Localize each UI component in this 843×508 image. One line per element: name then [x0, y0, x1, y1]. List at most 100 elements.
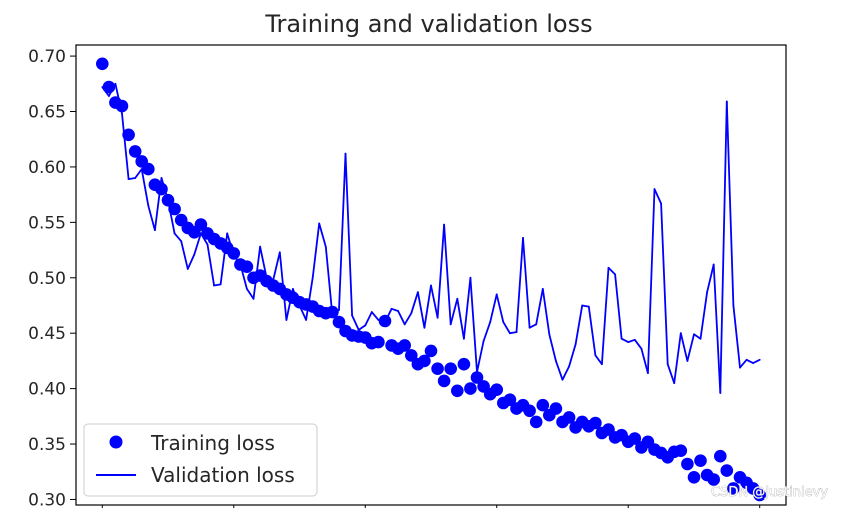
- chart-title: Training and validation loss: [264, 10, 592, 38]
- validation-loss-series: [101, 82, 761, 394]
- validation-loss-segment: [410, 291, 419, 315]
- validation-loss-segment: [627, 338, 636, 344]
- validation-loss-segment: [647, 188, 656, 375]
- validation-loss-segment: [390, 307, 400, 312]
- validation-loss-segment: [653, 188, 662, 205]
- validation-loss-segment: [633, 338, 643, 350]
- training-loss-point: [405, 349, 418, 362]
- training-loss-point: [714, 449, 727, 463]
- validation-loss-segment: [732, 304, 741, 369]
- training-loss-point: [451, 384, 464, 398]
- validation-loss-segment: [351, 314, 360, 331]
- training-loss-point: [681, 457, 694, 471]
- validation-loss-segment: [469, 276, 478, 373]
- training-loss-point: [444, 362, 458, 376]
- validation-loss-segment: [324, 245, 334, 317]
- validation-loss-segment: [673, 332, 682, 385]
- validation-loss-segment: [541, 287, 551, 336]
- validation-loss-segment: [180, 240, 189, 270]
- y-tick-label: 0.50: [28, 269, 66, 289]
- validation-loss-segment: [614, 273, 623, 340]
- validation-loss-segment: [508, 331, 518, 335]
- y-tick-label: 0.60: [28, 158, 66, 178]
- validation-loss-segment: [140, 168, 150, 207]
- y-tick-label: 0.30: [28, 490, 66, 508]
- validation-loss-segment: [725, 100, 735, 307]
- validation-loss-segment: [594, 354, 603, 366]
- validation-loss-segment: [364, 311, 373, 327]
- validation-loss-segment: [206, 243, 216, 287]
- validation-loss-segment: [127, 177, 137, 181]
- validation-loss-segment: [423, 284, 432, 329]
- legend: Training loss Validation loss: [83, 423, 318, 497]
- training-loss-point: [418, 354, 431, 368]
- validation-loss-segment: [311, 222, 321, 279]
- training-loss-point: [194, 218, 208, 231]
- training-loss-point: [128, 145, 142, 158]
- training-loss-point: [707, 473, 720, 486]
- training-loss-point: [161, 193, 175, 207]
- validation-loss-segment: [679, 332, 689, 362]
- validation-loss-segment: [561, 365, 570, 381]
- training-loss-point: [457, 357, 471, 371]
- y-tick-label: 0.40: [28, 380, 66, 400]
- validation-loss-segment: [581, 304, 590, 308]
- validation-loss-segment: [699, 291, 708, 340]
- training-loss-point: [529, 415, 543, 429]
- training-loss-point: [490, 383, 504, 397]
- validation-loss-segment: [620, 337, 630, 344]
- validation-loss-segment: [522, 236, 531, 329]
- training-loss-point: [102, 80, 116, 94]
- y-tick-label: 0.55: [28, 213, 66, 233]
- training-loss-point: [536, 398, 550, 412]
- training-loss-point: [168, 202, 181, 216]
- legend-validation-label: Validation loss: [151, 463, 295, 487]
- validation-loss-segment: [456, 297, 465, 340]
- validation-loss-segment: [436, 223, 446, 319]
- legend-training-marker: [109, 435, 123, 449]
- validation-loss-segment: [587, 305, 597, 357]
- training-loss-point: [687, 471, 701, 484]
- validation-loss-segment: [416, 291, 426, 329]
- validation-loss-segment: [706, 263, 715, 294]
- training-loss-point: [589, 416, 602, 430]
- training-loss-point: [753, 488, 766, 502]
- validation-loss-segment: [449, 297, 459, 326]
- validation-loss-segment: [666, 363, 676, 385]
- validation-loss-segment: [134, 168, 143, 179]
- validation-loss-segment: [430, 284, 439, 319]
- validation-loss-segment: [318, 222, 327, 248]
- y-tick-label: 0.65: [28, 103, 66, 123]
- validation-loss-segment: [443, 223, 452, 326]
- validation-loss-segment: [338, 152, 347, 311]
- validation-loss-segment: [574, 304, 584, 346]
- training-loss-point: [437, 374, 451, 388]
- axis-ticks: 0.30 0.35 0.40 0.45 0.50 0.55 0.60 0.65 0.70: [28, 47, 761, 508]
- validation-loss-segment: [745, 358, 754, 365]
- validation-loss-segment: [245, 287, 255, 300]
- validation-loss-segment: [601, 266, 610, 366]
- training-loss-point: [332, 315, 346, 329]
- validation-loss-segment: [528, 323, 538, 329]
- y-tick-label: 0.35: [28, 435, 66, 455]
- training-loss-point: [628, 432, 642, 445]
- validation-loss-segment: [186, 253, 196, 270]
- training-loss-point: [464, 382, 477, 395]
- training-loss-point: [424, 344, 438, 358]
- validation-loss-segment: [640, 347, 649, 375]
- validation-loss-segment: [476, 340, 485, 373]
- validation-loss-segment: [305, 276, 314, 321]
- training-loss-point: [240, 260, 254, 274]
- training-loss-point: [562, 411, 576, 424]
- validation-loss-segment: [495, 293, 505, 324]
- watermark: CSDN @Justinlevy: [711, 485, 828, 500]
- training-loss-point: [523, 404, 536, 418]
- validation-loss-segment: [147, 204, 156, 232]
- training-loss-point: [503, 393, 517, 407]
- legend-box: [83, 423, 318, 497]
- validation-loss-segment: [686, 333, 695, 362]
- validation-loss-segment: [607, 266, 616, 276]
- validation-loss-segment: [739, 358, 748, 369]
- validation-loss-segment: [482, 321, 492, 342]
